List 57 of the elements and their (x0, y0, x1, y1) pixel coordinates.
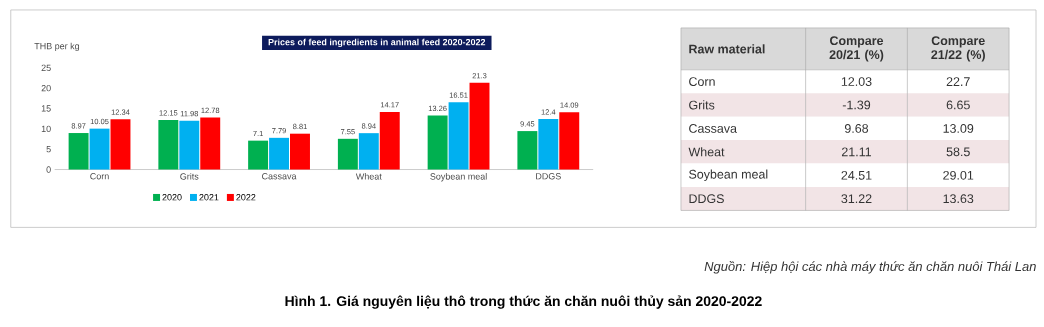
category-label: Wheat (688, 147, 725, 157)
legend-label: 2022 (236, 194, 256, 201)
x-tick-label: Cassava (262, 173, 297, 180)
data-label: 21.11 (841, 147, 872, 157)
y-axis-title: THB per kg (34, 42, 80, 51)
text: Raw material (689, 44, 765, 54)
y-tick-label: 10 (41, 125, 51, 132)
bar (469, 82, 490, 170)
bar (358, 133, 379, 170)
text: Hình 1. Giá nguyên liệu thô trong thức ăn chăn nuôi thủy sản 2020-2022 (285, 295, 762, 309)
text: Nguồn: Hiệp hội các nhà máy thức ăn chăn nuôi Thái Lan (704, 260, 1036, 274)
category-label: Cassava (689, 123, 737, 133)
x-tick-label: Corn (90, 173, 109, 180)
data-label: 24.51 (841, 170, 872, 180)
bar (248, 140, 269, 170)
bar (517, 131, 538, 170)
data-label: 13.63 (943, 194, 974, 204)
bar (559, 112, 580, 170)
bar (448, 102, 469, 170)
category-label: Corn (689, 77, 715, 86)
bar (179, 120, 200, 170)
data-label: 12.03 (841, 77, 872, 86)
bar (538, 119, 559, 170)
category-label: Grits (689, 100, 715, 110)
y-tick-label: 5 (46, 146, 51, 153)
x-tick-label: DDGS (536, 173, 561, 180)
bar (68, 132, 89, 170)
chart-title: Prices of feed ingredients in animal feed 2020-2022 (268, 38, 486, 48)
y-tick-label: 20 (41, 84, 51, 92)
x-tick-label: Grits (180, 173, 199, 180)
data-label: -1.39 (842, 100, 871, 110)
bar (337, 138, 358, 170)
data-label: 13.09 (943, 123, 974, 133)
y-tick-label: 25 (41, 64, 51, 71)
data-label: 6.65 (946, 100, 970, 110)
bar (110, 119, 131, 170)
text: Compare 21/22 (%) (931, 36, 985, 62)
legend-label: 2021 (199, 194, 219, 201)
bar (89, 128, 110, 170)
data-label: 29.01 (943, 170, 974, 180)
y-tick-label: 0 (46, 166, 51, 173)
bar (158, 120, 179, 170)
bar (200, 117, 221, 170)
bar (379, 111, 400, 170)
data-label: 22.7 (946, 77, 970, 86)
bar (269, 137, 290, 170)
y-tick-label: 15 (41, 105, 51, 112)
data-label: 31.22 (841, 194, 872, 204)
legend-label: 2020 (162, 194, 182, 201)
text: Compare 20/21 (%) (829, 36, 884, 62)
x-tick-label: Wheat (355, 173, 382, 180)
bar (427, 115, 448, 170)
bar (290, 133, 310, 170)
data-label: 9.68 (844, 123, 869, 133)
x-tick-label: Soybean meal (430, 173, 487, 182)
data-label: 58.5 (946, 147, 970, 157)
category-label: DDGS (689, 194, 724, 204)
